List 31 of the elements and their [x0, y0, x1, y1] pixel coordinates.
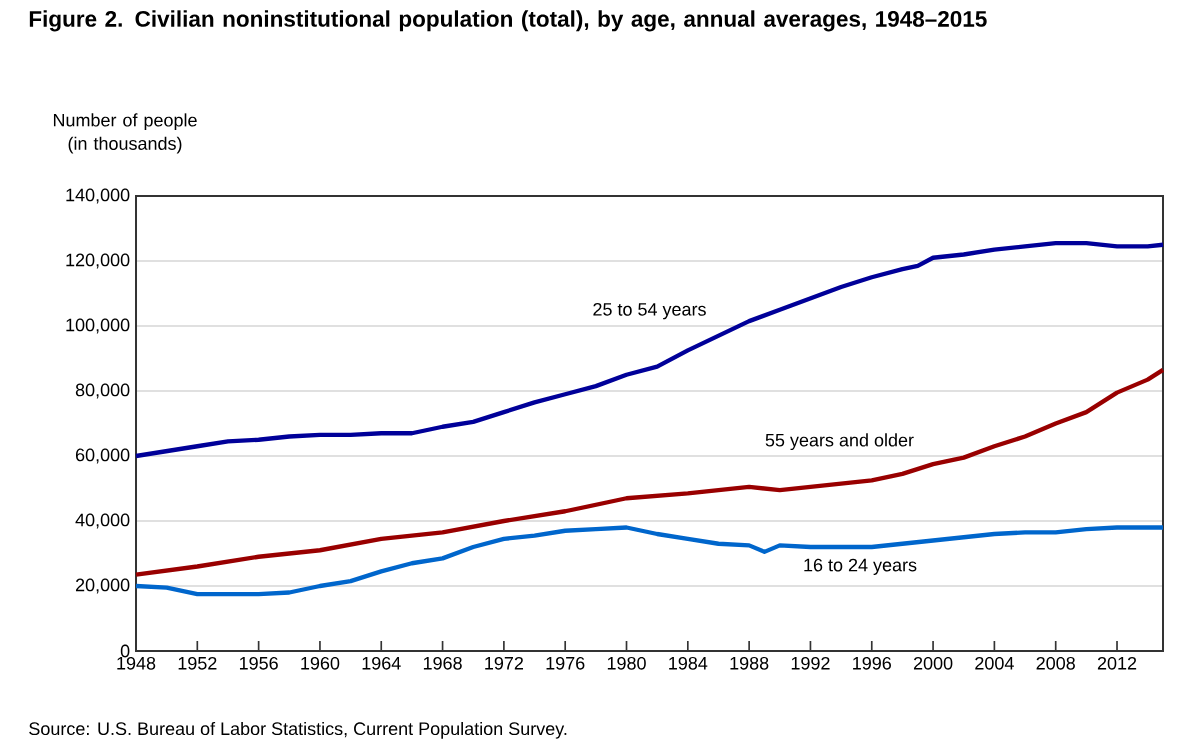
x-tick-label: 2004 — [975, 656, 1014, 670]
source-note: Source: U.S. Bureau of Labor Statistics, Current Population Survey. — [29, 721, 567, 739]
x-tick-label: 1960 — [301, 656, 340, 670]
y-tick-label: 80,000 — [75, 383, 130, 399]
x-tick-label: 1948 — [117, 656, 156, 670]
series-label: 25 to 54 years — [593, 302, 706, 320]
x-tick-label: 1992 — [791, 656, 830, 670]
x-tick-label: 2000 — [913, 656, 953, 670]
x-tick-label: 2008 — [1036, 656, 1075, 670]
x-tick-label: 1980 — [607, 656, 646, 670]
x-tick-label: 2012 — [1097, 656, 1137, 670]
x-tick-label: 1952 — [178, 656, 217, 670]
series-label: 16 to 24 years — [804, 558, 917, 575]
x-tick-label: 1996 — [853, 656, 891, 670]
y-tick-label: 20,000 — [75, 578, 130, 594]
series-label: 55 years and older — [765, 433, 914, 451]
y-tick-label: 40,000 — [75, 513, 130, 529]
y-tick-label: 140,000 — [66, 188, 130, 204]
x-tick-label: 1984 — [669, 656, 708, 670]
x-tick-label: 1976 — [546, 656, 585, 670]
y-tick-label: 60,000 — [75, 448, 130, 464]
x-tick-label: 1988 — [730, 656, 769, 670]
chart-title: Figure 2. Civilian noninstitutional population (total), by age, annual averages, 1948–2015 — [29, 10, 987, 32]
x-tick-label: 1964 — [362, 656, 401, 670]
y-tick-label: 100,000 — [66, 318, 130, 334]
y-tick-label: 120,000 — [66, 253, 130, 269]
y-tick-label: 0 — [120, 644, 130, 658]
y-axis-title: Number of people (in thousands) — [53, 113, 197, 154]
x-tick-label: 1968 — [423, 656, 462, 670]
x-tick-label: 1972 — [485, 656, 524, 670]
x-tick-label: 1956 — [239, 656, 278, 670]
